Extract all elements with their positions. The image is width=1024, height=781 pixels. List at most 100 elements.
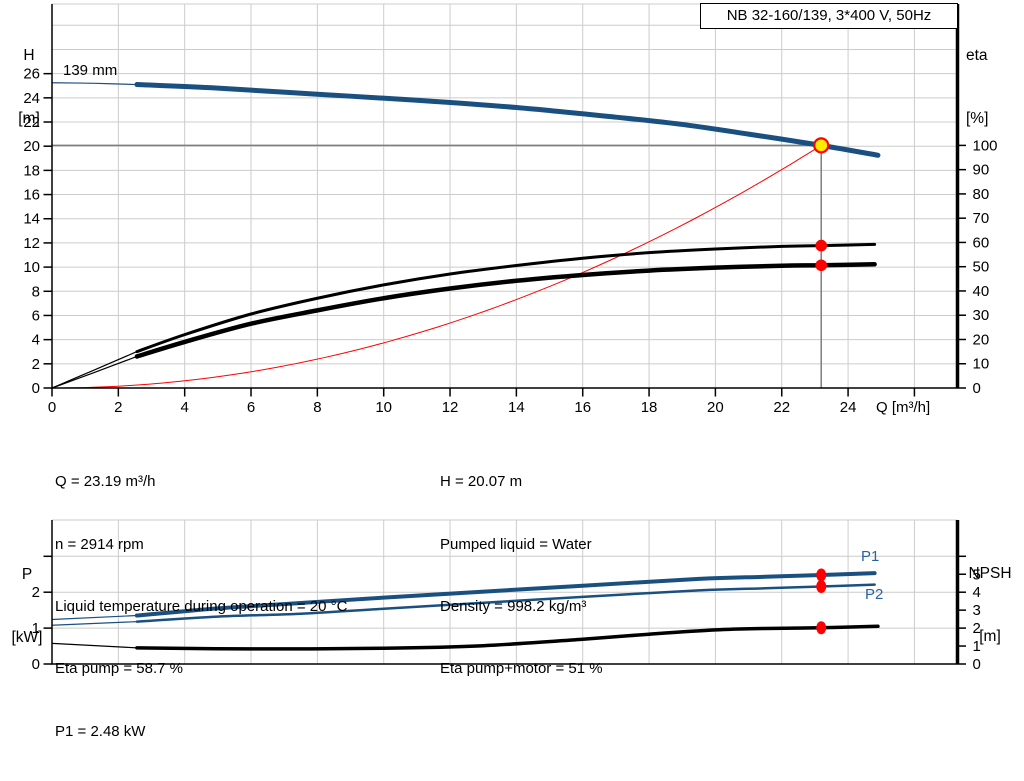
impeller-diameter-label: 139 mm bbox=[63, 62, 118, 79]
h-axis-label: H [m] bbox=[10, 3, 48, 171]
eta-pump-motor-operating-dot[interactable] bbox=[815, 259, 828, 272]
tick-label: 4 bbox=[32, 332, 40, 349]
tick-label: 3 bbox=[973, 602, 981, 619]
tick-label: 2 bbox=[973, 620, 981, 637]
p2-curve bbox=[135, 583, 876, 623]
pump-type-title-box: NB 32-160/139, 3*400 V, 50Hz bbox=[700, 3, 958, 29]
p-axis-label-line2: [kW] bbox=[11, 629, 43, 646]
eta-pump-motor-curve-lead-in bbox=[51, 355, 138, 389]
tick-label: 1 bbox=[32, 620, 40, 637]
p2-curve-lead-in bbox=[51, 621, 137, 626]
tick-label: 24 bbox=[23, 90, 40, 107]
result-data-block: P1 = 2.48 kW P2 = 2.158 kW NPSH = 2.02 m… bbox=[55, 681, 397, 781]
p2-curve-label: P2 bbox=[865, 586, 884, 603]
p1-operating-dot[interactable] bbox=[816, 568, 827, 582]
tick-label: 6 bbox=[32, 307, 40, 324]
tick-label: 0 bbox=[973, 656, 981, 673]
p1-value: P1 = 2.48 kW bbox=[55, 723, 146, 741]
tick-label: 90 bbox=[973, 162, 990, 179]
tick-label: 12 bbox=[23, 235, 40, 252]
tick-label: 2 bbox=[32, 356, 40, 373]
tick-label: 0 bbox=[973, 380, 981, 397]
tick-label: 60 bbox=[973, 234, 990, 251]
p1-curve bbox=[134, 571, 877, 618]
tick-label: 0 bbox=[48, 399, 56, 416]
operating-point-markers[interactable] bbox=[813, 137, 830, 272]
p-axis-label: P [kW] bbox=[6, 522, 48, 690]
eta-pump-operating-dot[interactable] bbox=[815, 239, 828, 252]
tick-label: 18 bbox=[641, 399, 658, 416]
tick-label: 5 bbox=[973, 566, 981, 583]
h-axis-label-line2: [m] bbox=[18, 110, 40, 127]
tick-label: 50 bbox=[973, 259, 990, 276]
tick-label: 70 bbox=[973, 210, 990, 227]
tick-label: 14 bbox=[23, 211, 40, 228]
tick-label: 100 bbox=[973, 137, 998, 154]
tick-label: 80 bbox=[973, 186, 990, 203]
operating-data-right-column: H = 20.07 m Pumped liquid = Water Densit… bbox=[440, 431, 603, 721]
npsh-axis-label-line2: [m] bbox=[979, 628, 1001, 645]
tick-label: 40 bbox=[973, 283, 990, 300]
speed-value: n = 2914 rpm bbox=[55, 535, 144, 553]
npsh-axis-label-line1: NPSH bbox=[968, 565, 1012, 582]
tick-label: 1 bbox=[973, 638, 981, 655]
pumped-liquid-value: Pumped liquid = Water bbox=[440, 535, 592, 553]
p1-curve-label: P1 bbox=[861, 548, 880, 565]
tick-label: 6 bbox=[247, 399, 255, 416]
tick-label: 2 bbox=[32, 584, 40, 601]
eta-pump-motor-value: Eta pump+motor = 51 % bbox=[440, 659, 603, 677]
tick-label: 10 bbox=[23, 259, 40, 276]
tick-label: 4 bbox=[181, 399, 189, 416]
head-curve bbox=[134, 82, 881, 158]
p2-operating-dot[interactable] bbox=[816, 580, 827, 594]
liquid-temperature-value: Liquid temperature during operation = 20… bbox=[55, 597, 348, 615]
p-axis-label-line1: P bbox=[21, 566, 33, 583]
tick-label: 8 bbox=[313, 399, 321, 416]
tick-label: 14 bbox=[508, 399, 525, 416]
tick-label: 26 bbox=[23, 66, 40, 83]
tick-label: 22 bbox=[23, 114, 40, 131]
tick-label: 0 bbox=[32, 656, 40, 673]
eta-axis-label-line1: eta bbox=[966, 47, 988, 64]
tick-label: 10 bbox=[973, 356, 990, 373]
tick-label: 10 bbox=[375, 399, 392, 416]
tick-label: 20 bbox=[707, 399, 724, 416]
tick-label: 16 bbox=[574, 399, 591, 416]
operating-point-markers-bottom[interactable] bbox=[816, 568, 827, 635]
density-value: Density = 998.2 kg/m³ bbox=[440, 597, 587, 615]
tick-label: 20 bbox=[23, 138, 40, 155]
eta-pump-curve bbox=[135, 242, 877, 354]
head-curve-lead-in bbox=[51, 82, 137, 86]
tick-label: 4 bbox=[973, 584, 981, 601]
npsh-curve-lead-in bbox=[51, 642, 137, 649]
tick-label: 20 bbox=[973, 331, 990, 348]
tick-label: 18 bbox=[23, 162, 40, 179]
tick-label: 22 bbox=[773, 399, 790, 416]
npsh-curve bbox=[135, 624, 880, 651]
head-value: H = 20.07 m bbox=[440, 473, 523, 491]
tick-label: 8 bbox=[32, 283, 40, 300]
npsh-operating-dot[interactable] bbox=[816, 621, 827, 635]
h-axis-label-line1: H bbox=[23, 47, 35, 64]
duty-point-marker[interactable] bbox=[813, 137, 830, 154]
npsh-axis-label: NPSH [m] bbox=[964, 521, 1016, 689]
tick-label: 30 bbox=[973, 307, 990, 324]
operating-data-left-column: Q = 23.19 m³/h n = 2914 rpm Liquid tempe… bbox=[55, 431, 347, 721]
eta-axis-label: eta [%] bbox=[966, 3, 1012, 171]
q-axis-unit-label: Q [m³/h] bbox=[876, 399, 930, 416]
tick-label: 2 bbox=[114, 399, 122, 416]
eta-pump-value: Eta pump = 58.7 % bbox=[55, 659, 183, 677]
eta-pump-motor-curve bbox=[134, 262, 877, 359]
eta-axis-label-line2: [%] bbox=[966, 110, 989, 127]
tick-label: 0 bbox=[32, 380, 40, 397]
flow-value: Q = 23.19 m³/h bbox=[55, 473, 156, 491]
tick-label: 12 bbox=[442, 399, 459, 416]
axes bbox=[51, 4, 960, 389]
tick-label: 16 bbox=[23, 187, 40, 204]
head-efficiency-chart: 0246810121416182022242601020304050607080… bbox=[23, 3, 998, 416]
system-curve bbox=[51, 144, 822, 389]
tick-label: 24 bbox=[840, 399, 857, 416]
